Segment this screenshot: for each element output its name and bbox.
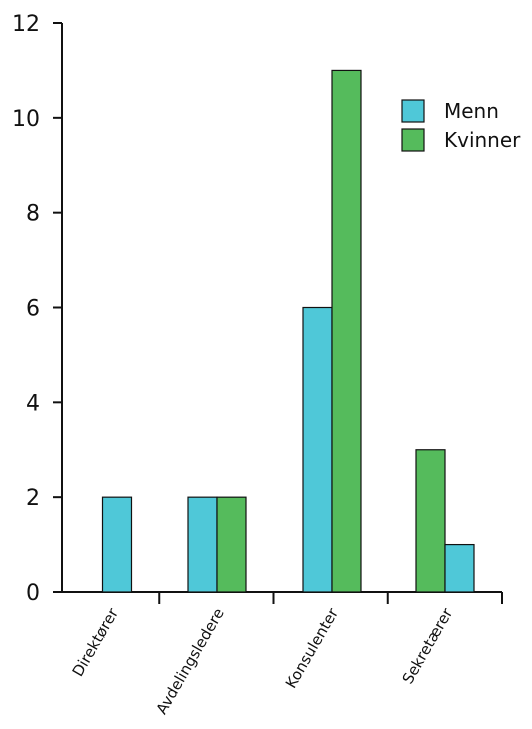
legend-swatch-menn [401, 99, 425, 123]
bar-kvinner-konsulenter [331, 69, 362, 593]
y-tick-label: 8 [26, 202, 40, 227]
legend-swatch-kvinner [401, 128, 425, 152]
bar-kvinner-avdelingsledere [216, 496, 247, 593]
x-tick-label: Direktører [69, 604, 123, 679]
bar-menn-konsulenter [302, 306, 333, 593]
bar-menn-direktorer [101, 496, 133, 593]
bar-menn-avdelingsledere [187, 496, 218, 593]
legend-label-kvinner: Kvinner [444, 128, 521, 152]
y-tick-label: 2 [26, 486, 40, 511]
legend: Menn Kvinner [401, 99, 521, 152]
x-tick-label: Konsulenter [282, 604, 343, 691]
bar-kvinner-sekretaerer [415, 449, 446, 593]
y-tick-label: 12 [12, 12, 40, 37]
y-tick-label: 0 [26, 581, 40, 606]
y-tick-label: 6 [26, 297, 40, 322]
y-tick-label: 10 [12, 107, 40, 132]
x-axis: Direktører Avdelingsledere Konsulenter Sekr… [62, 591, 503, 717]
x-tick-label: Avdelingsledere [153, 605, 228, 717]
y-tick-label: 4 [26, 391, 40, 416]
bar-menn-sekretaerer [444, 543, 475, 593]
legend-label-menn: Menn [444, 99, 499, 123]
x-tick-label: Sekretærer [399, 604, 457, 687]
y-axis: 0 2 4 6 8 10 12 [12, 12, 63, 606]
bars [101, 69, 475, 593]
